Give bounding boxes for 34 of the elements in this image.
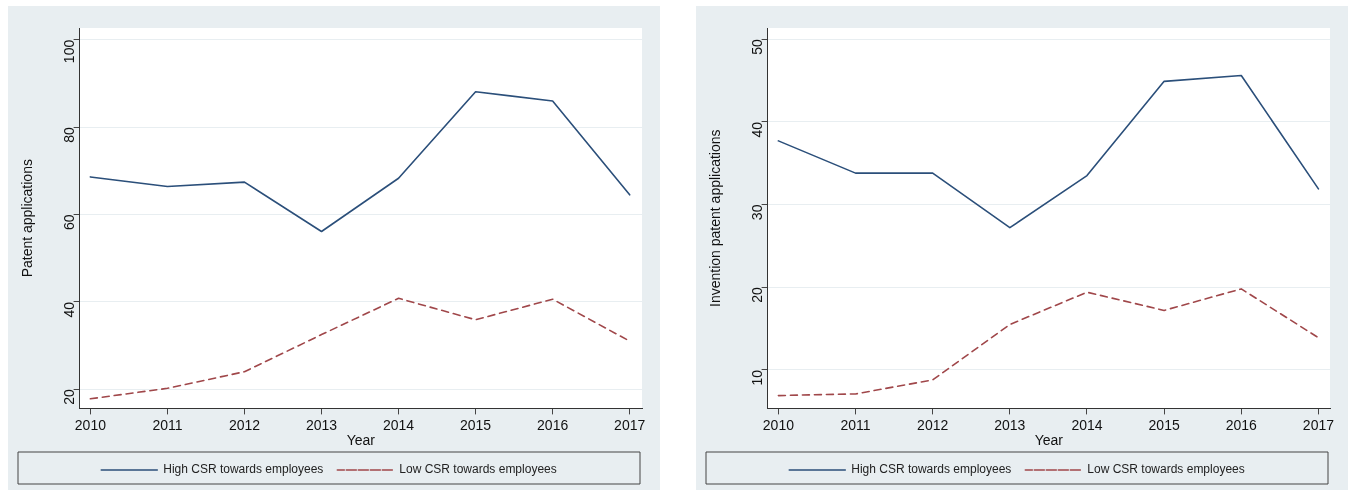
legend-label: Low CSR towards employees xyxy=(399,462,557,477)
x-tick-label: 2016 xyxy=(537,416,569,433)
y-axis-title: Invention patent applications xyxy=(707,129,724,307)
x-tick-label: 2014 xyxy=(1071,416,1103,433)
y-tick-label: 80 xyxy=(61,126,78,143)
x-tick-label: 2011 xyxy=(152,416,183,433)
x-tick-label: 2012 xyxy=(228,416,261,433)
y-tick-label: 20 xyxy=(61,388,78,405)
x-tick-label: 2015 xyxy=(1148,416,1180,433)
legend-label: Low CSR towards employees xyxy=(1087,462,1245,477)
y-axis-title: Patent applications xyxy=(19,159,36,278)
y-tick-label: 10 xyxy=(749,369,766,386)
x-axis-title: Year xyxy=(346,432,376,449)
y-tick-label: 100 xyxy=(61,39,78,64)
x-tick-label: 2017 xyxy=(614,416,646,433)
x-tick-label: 2013 xyxy=(305,416,338,433)
y-tick-label: 40 xyxy=(749,121,766,138)
y-tick-label: 50 xyxy=(749,38,766,55)
x-tick-label: 2016 xyxy=(1225,416,1258,433)
x-tick-label: 2017 xyxy=(1302,416,1335,433)
y-tick-label: 40 xyxy=(61,301,78,318)
x-tick-label: 2015 xyxy=(460,416,492,433)
x-tick-label: 2013 xyxy=(994,416,1026,433)
y-tick-label: 60 xyxy=(61,214,78,231)
y-tick-label: 20 xyxy=(749,287,766,303)
x-tick-label: 2014 xyxy=(382,416,415,433)
legend-label: High CSR towards employees xyxy=(163,462,324,477)
x-tick-label: 2010 xyxy=(74,416,107,433)
x-tick-label: 2011 xyxy=(840,416,871,433)
x-tick-label: 2010 xyxy=(762,416,795,433)
x-tick-label: 2012 xyxy=(917,416,949,433)
y-tick-label: 30 xyxy=(749,204,766,221)
legend-label: High CSR towards employees xyxy=(851,462,1012,477)
x-axis-title: Year xyxy=(1034,432,1064,449)
